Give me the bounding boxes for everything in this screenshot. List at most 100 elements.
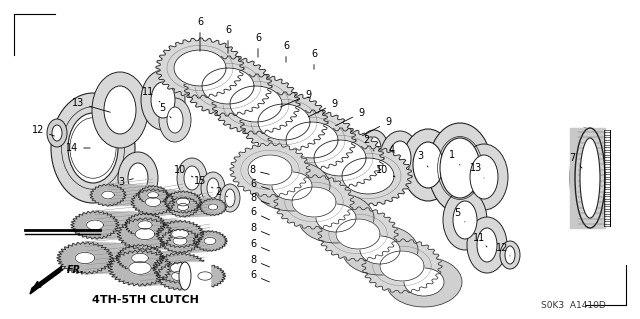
Text: S0K3  A1410D: S0K3 A1410D xyxy=(541,300,605,309)
Polygon shape xyxy=(132,253,148,263)
Ellipse shape xyxy=(298,193,374,243)
Polygon shape xyxy=(148,192,158,198)
Polygon shape xyxy=(286,122,338,158)
Text: 6: 6 xyxy=(250,270,269,282)
Ellipse shape xyxy=(47,119,67,147)
Polygon shape xyxy=(108,184,153,206)
Polygon shape xyxy=(202,68,254,104)
Polygon shape xyxy=(184,264,225,288)
Ellipse shape xyxy=(342,225,418,275)
Ellipse shape xyxy=(383,159,407,191)
Ellipse shape xyxy=(360,236,400,264)
Ellipse shape xyxy=(141,70,185,130)
Ellipse shape xyxy=(104,86,136,134)
Ellipse shape xyxy=(52,125,62,141)
Text: 6: 6 xyxy=(225,25,231,53)
Polygon shape xyxy=(129,262,151,274)
Polygon shape xyxy=(342,158,394,194)
Polygon shape xyxy=(145,218,180,250)
Polygon shape xyxy=(172,271,188,281)
Text: 6: 6 xyxy=(311,49,317,69)
Polygon shape xyxy=(212,74,300,134)
Text: 7: 7 xyxy=(569,153,582,168)
Text: 1: 1 xyxy=(449,150,460,165)
Polygon shape xyxy=(380,251,424,281)
Polygon shape xyxy=(90,184,126,206)
Text: 4TH-5TH CLUTCH: 4TH-5TH CLUTCH xyxy=(92,295,198,305)
Text: 13: 13 xyxy=(72,98,110,112)
Text: 6: 6 xyxy=(283,41,289,62)
Text: 2: 2 xyxy=(363,135,374,151)
Text: 12: 12 xyxy=(32,125,54,136)
Ellipse shape xyxy=(470,155,498,199)
Text: 6: 6 xyxy=(250,179,269,189)
Ellipse shape xyxy=(575,128,605,228)
Polygon shape xyxy=(153,189,183,215)
Ellipse shape xyxy=(207,178,219,198)
Text: 14: 14 xyxy=(66,143,90,153)
Polygon shape xyxy=(184,56,272,116)
Text: 12: 12 xyxy=(496,243,510,256)
Polygon shape xyxy=(362,239,442,293)
Text: 6: 6 xyxy=(255,33,261,57)
Ellipse shape xyxy=(167,107,183,133)
Polygon shape xyxy=(268,110,356,170)
Text: 3: 3 xyxy=(118,177,133,187)
Ellipse shape xyxy=(428,123,492,213)
Polygon shape xyxy=(248,155,292,185)
Ellipse shape xyxy=(386,257,462,307)
Polygon shape xyxy=(296,128,384,188)
Polygon shape xyxy=(314,140,366,176)
Polygon shape xyxy=(174,50,226,86)
Text: 5: 5 xyxy=(454,208,465,222)
Ellipse shape xyxy=(367,137,381,159)
Polygon shape xyxy=(198,272,212,280)
Polygon shape xyxy=(336,219,380,249)
Ellipse shape xyxy=(413,142,443,188)
Polygon shape xyxy=(193,231,227,251)
Polygon shape xyxy=(95,211,145,239)
Polygon shape xyxy=(156,38,244,98)
Polygon shape xyxy=(125,213,165,237)
Polygon shape xyxy=(71,211,119,239)
Polygon shape xyxy=(318,207,398,261)
Text: 8: 8 xyxy=(250,223,269,235)
Ellipse shape xyxy=(201,172,225,204)
Text: 11: 11 xyxy=(142,87,160,102)
Text: 5: 5 xyxy=(159,103,171,118)
Polygon shape xyxy=(170,263,189,273)
Polygon shape xyxy=(156,262,204,290)
Ellipse shape xyxy=(159,98,191,142)
Polygon shape xyxy=(135,228,155,240)
Ellipse shape xyxy=(179,262,191,290)
Polygon shape xyxy=(274,175,354,229)
Text: 6: 6 xyxy=(250,207,269,220)
Ellipse shape xyxy=(184,166,200,190)
Polygon shape xyxy=(183,197,213,217)
Polygon shape xyxy=(57,242,113,274)
Polygon shape xyxy=(180,262,205,290)
Polygon shape xyxy=(173,237,187,245)
Polygon shape xyxy=(76,252,95,263)
Ellipse shape xyxy=(68,113,118,183)
Ellipse shape xyxy=(92,72,148,148)
Text: 8: 8 xyxy=(250,255,269,267)
Polygon shape xyxy=(117,218,173,250)
Polygon shape xyxy=(177,204,189,211)
Text: 4: 4 xyxy=(389,145,400,160)
Text: 8: 8 xyxy=(250,193,269,204)
Polygon shape xyxy=(180,229,210,253)
Polygon shape xyxy=(230,143,310,197)
Ellipse shape xyxy=(220,184,240,212)
Ellipse shape xyxy=(467,217,507,273)
Ellipse shape xyxy=(402,129,454,201)
Ellipse shape xyxy=(389,165,401,185)
Text: 9: 9 xyxy=(308,99,337,117)
Polygon shape xyxy=(85,242,140,274)
Ellipse shape xyxy=(460,144,508,210)
Polygon shape xyxy=(200,198,227,215)
Ellipse shape xyxy=(380,131,420,185)
Text: 10: 10 xyxy=(174,165,193,177)
Polygon shape xyxy=(153,253,207,283)
Polygon shape xyxy=(102,191,115,199)
